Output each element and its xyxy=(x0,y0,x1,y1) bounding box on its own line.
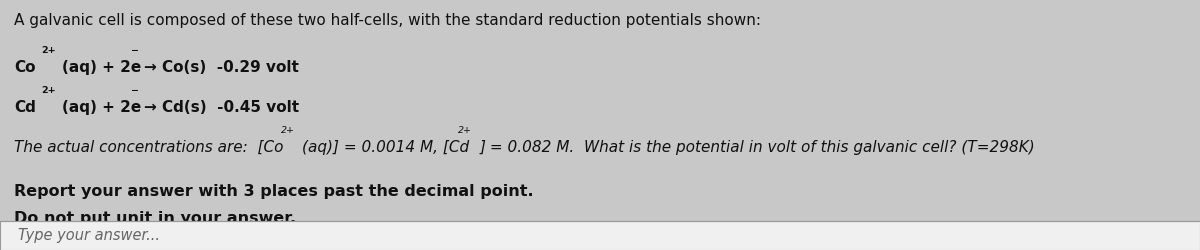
Text: (aq) + 2e: (aq) + 2e xyxy=(62,100,142,115)
Text: A galvanic cell is composed of these two half-cells, with the standard reduction: A galvanic cell is composed of these two… xyxy=(14,12,762,28)
Text: −: − xyxy=(131,86,139,95)
Text: Type your answer...: Type your answer... xyxy=(18,228,160,243)
Text: ] = 0.082 M.  What is the potential in volt of this galvanic cell? (T=298K): ] = 0.082 M. What is the potential in vo… xyxy=(480,140,1036,155)
Text: 2+: 2+ xyxy=(41,46,55,55)
Text: Report your answer with 3 places past the decimal point.: Report your answer with 3 places past th… xyxy=(14,184,534,199)
Text: (aq) + 2e: (aq) + 2e xyxy=(62,60,142,75)
Text: 2+: 2+ xyxy=(458,126,473,135)
Text: 2+: 2+ xyxy=(41,86,55,95)
Text: The actual concentrations are:  [Co: The actual concentrations are: [Co xyxy=(14,140,284,155)
Text: Cd: Cd xyxy=(14,100,36,115)
Text: −: − xyxy=(131,46,139,55)
Text: → Cd(s)  -0.45 volt: → Cd(s) -0.45 volt xyxy=(144,100,299,115)
Text: Do not put unit in your answer.: Do not put unit in your answer. xyxy=(14,211,296,226)
Text: → Co(s)  -0.29 volt: → Co(s) -0.29 volt xyxy=(144,60,299,75)
Text: (aq)] = 0.0014 M, [Cd: (aq)] = 0.0014 M, [Cd xyxy=(302,140,469,155)
Text: Co: Co xyxy=(14,60,36,75)
Text: 2+: 2+ xyxy=(281,126,295,135)
